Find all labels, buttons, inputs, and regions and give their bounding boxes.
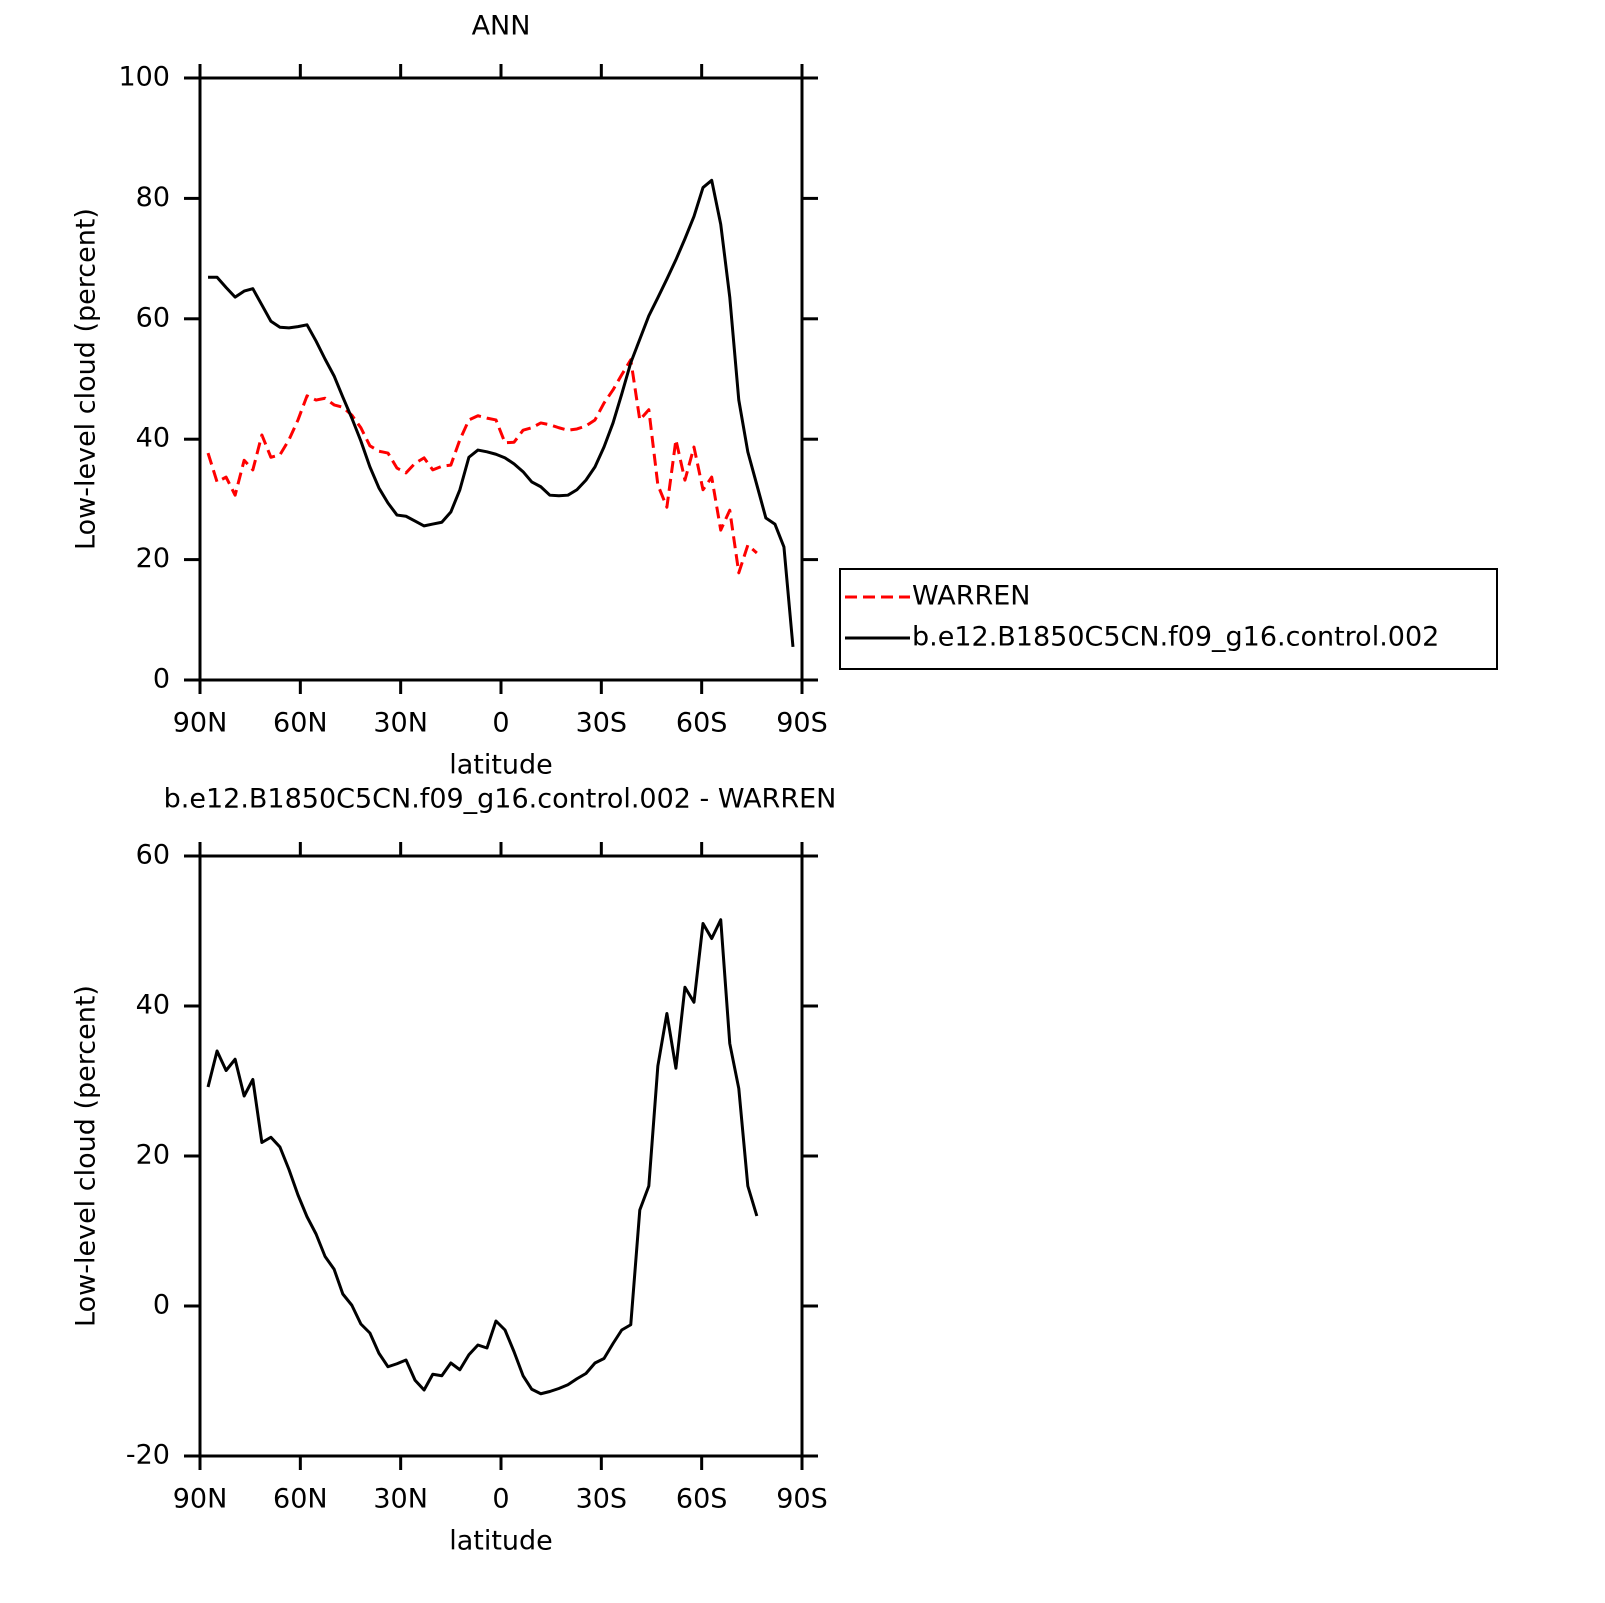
x-tick-label: 30N bbox=[373, 1484, 428, 1515]
x-tick-label: 60N bbox=[273, 708, 328, 739]
plot-frame bbox=[198, 76, 804, 682]
data-line bbox=[206, 358, 758, 575]
x-tick-label: 60N bbox=[273, 1484, 328, 1515]
y-axis-label: Low-level cloud (percent) bbox=[71, 208, 102, 550]
data-line bbox=[206, 918, 759, 1396]
y-tick-label: 80 bbox=[136, 182, 170, 213]
y-axis-label: Low-level cloud (percent) bbox=[71, 985, 102, 1327]
x-tick-label: 90N bbox=[173, 708, 228, 739]
y-tick-label: 60 bbox=[136, 840, 170, 871]
legend-box bbox=[839, 568, 1498, 670]
x-tick-label: 60S bbox=[676, 1484, 728, 1515]
y-tick-label: 40 bbox=[136, 423, 170, 454]
chart-title: b.e12.B1850C5CN.f09_g16.control.002 - WA… bbox=[164, 784, 837, 815]
legend-label: b.e12.B1850C5CN.f09_g16.control.002 bbox=[912, 622, 1439, 653]
legend-label: WARREN bbox=[912, 581, 1030, 612]
y-tick-label: 60 bbox=[136, 302, 170, 333]
y-tick-label: 100 bbox=[118, 62, 170, 93]
x-tick-label: 90N bbox=[173, 1484, 228, 1515]
y-tick-label: 0 bbox=[153, 664, 170, 695]
chart-title: ANN bbox=[472, 11, 531, 42]
x-tick-label: 30S bbox=[576, 1484, 628, 1515]
y-tick-label: 0 bbox=[153, 1290, 170, 1321]
x-tick-label: 60S bbox=[676, 708, 728, 739]
x-tick-label: 30S bbox=[576, 708, 628, 739]
x-tick-label: 90S bbox=[776, 708, 828, 739]
x-tick-label: 0 bbox=[492, 1484, 509, 1515]
y-tick-label: 20 bbox=[136, 1140, 170, 1171]
y-tick-label: 40 bbox=[136, 990, 170, 1021]
plot-frame bbox=[198, 854, 804, 1458]
x-axis-label: latitude bbox=[449, 1526, 553, 1557]
x-axis-label: latitude bbox=[449, 750, 553, 781]
data-line bbox=[208, 178, 795, 648]
x-tick-label: 90S bbox=[776, 1484, 828, 1515]
y-tick-label: -20 bbox=[126, 1440, 170, 1471]
x-tick-label: 0 bbox=[492, 708, 509, 739]
y-tick-label: 20 bbox=[136, 543, 170, 574]
x-tick-label: 30N bbox=[373, 708, 428, 739]
